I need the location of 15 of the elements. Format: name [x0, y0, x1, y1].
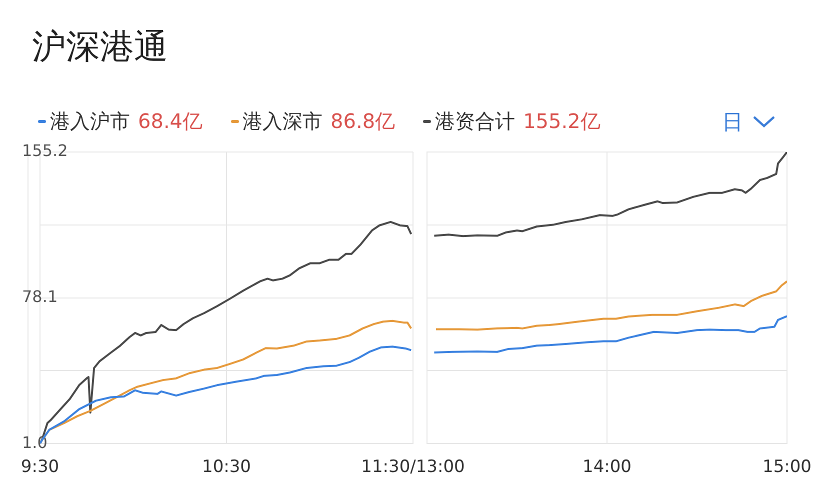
x-tick-label: 9:30 [20, 457, 60, 478]
legend-label: 港入沪市 [50, 108, 130, 135]
x-tick-label: 15:00 [762, 457, 812, 478]
x-tick-label: 10:30 [202, 457, 251, 478]
x-tick-label: 11:30/13:00 [361, 457, 465, 478]
text: 155.2亿 [523, 108, 600, 135]
legend-label: 港入深市 [242, 108, 323, 135]
text: 86.8亿 [330, 108, 396, 135]
chart-title: 沪深港通 [32, 26, 168, 69]
x-tick-label: 14:00 [582, 457, 632, 478]
y-tick-label: 78.1 [22, 286, 58, 306]
text: 68.4亿 [138, 108, 203, 135]
legend-label: 港资合计 [435, 108, 516, 135]
text: 日 [722, 109, 743, 136]
y-tick-label: 155.2 [22, 141, 68, 160]
